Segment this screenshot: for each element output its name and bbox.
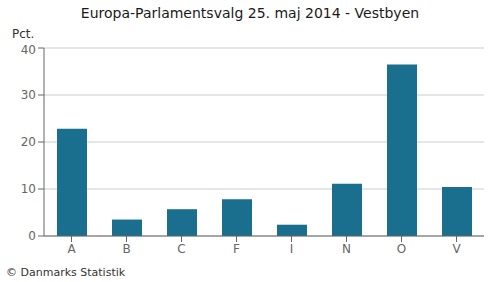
svg-text:A: A	[67, 242, 76, 256]
svg-text:30: 30	[21, 88, 36, 102]
svg-text:N: N	[342, 242, 351, 256]
svg-text:B: B	[122, 242, 130, 256]
svg-text:F: F	[233, 242, 240, 256]
svg-text:20: 20	[21, 135, 36, 149]
svg-text:40: 40	[21, 43, 36, 57]
svg-text:V: V	[452, 242, 461, 256]
svg-text:O: O	[397, 242, 406, 256]
html-text:© Danmarks Statistik: © Danmarks Statistik	[6, 266, 126, 279]
svg-text:C: C	[177, 242, 185, 256]
html-text:Europa-Parlamentsvalg 25. maj: Europa-Parlamentsvalg 25. maj 2014 - Ves…	[80, 5, 420, 21]
svg-text:10: 10	[21, 182, 36, 196]
svg-text:0: 0	[28, 229, 36, 243]
html-text:Pct.: Pct.	[12, 27, 35, 41]
svg-text:I: I	[290, 242, 294, 256]
